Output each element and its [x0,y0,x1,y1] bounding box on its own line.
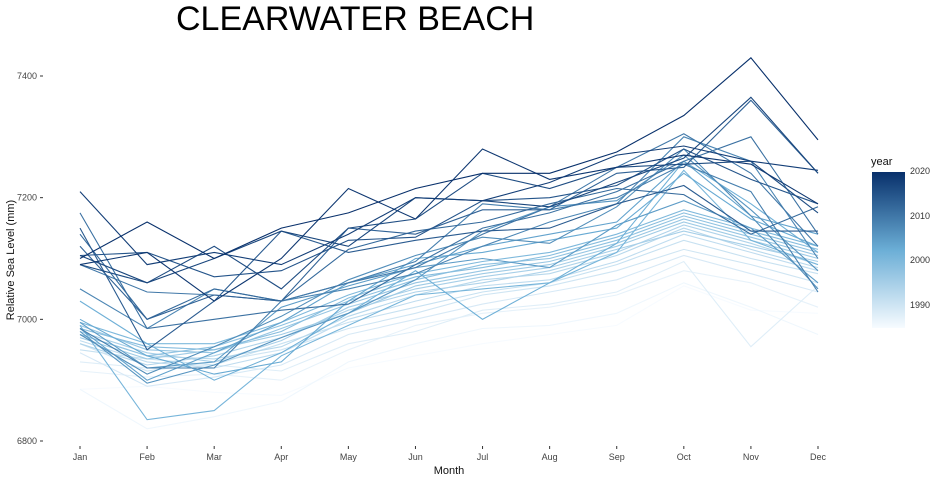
legend-tick-label: 2000 [910,255,931,266]
series-line-1999 [79,212,819,351]
legend-title: year [871,156,893,168]
series-line-2015 [79,148,819,278]
series-line-2009 [79,163,819,369]
chart-title: CLEARWATER BEACH [176,0,535,38]
series-line-2020 [79,57,819,260]
series-line-2014 [79,184,818,351]
legend-tick-label: 2020 [910,166,931,176]
series-line-1985 [79,285,819,396]
series-line-2005 [79,200,819,369]
series-line-2019 [79,148,819,302]
series-line-1992 [79,233,819,369]
series-line-1991 [79,239,819,366]
y-tick-label: 7000 [17,314,37,324]
series-line-1997 [79,218,819,354]
series-line-2000 [79,209,819,345]
x-tick-label: Mar [206,452,222,462]
x-tick-label: Sep [609,452,625,462]
y-axis-label: Relative Sea Level (mm) [5,200,17,320]
legend-tick-label: 2010 [910,210,931,221]
y-tick-label: 7200 [17,193,37,203]
x-tick-label: Dec [810,452,827,462]
series-line-2012 [79,187,819,320]
series-line-2010 [79,133,819,302]
x-tick-label: Oct [677,452,692,462]
y-tick-label: 6800 [17,436,37,446]
series-line-1988 [79,260,819,372]
legend-tick-label: 1990 [910,299,931,310]
x-tick-label: Nov [743,452,760,462]
legend-colorbar [872,172,905,328]
series-line-1986 [79,282,819,430]
x-tick-label: Jul [477,452,489,462]
x-axis-label: Month [434,465,465,477]
x-tick-label: May [340,452,358,462]
x-tick-label: Jan [73,452,88,462]
y-tick-label: 7400 [17,71,37,81]
series-line-1995 [79,230,819,363]
y-axis: 6800 7000 7200 7400 [17,71,43,446]
series-lines [79,57,819,430]
x-axis: Jan Feb Mar Apr May Jun Jul Aug Sep Oct Nov Dec [73,446,827,462]
series-line-2001 [79,169,819,421]
x-tick-label: Jun [408,452,423,462]
series-line-1989 [79,254,819,387]
x-tick-label: Aug [542,452,558,462]
x-tick-label: Feb [139,452,155,462]
series-line-2018 [79,145,819,266]
x-tick-label: Apr [274,452,288,462]
series-line-1996 [79,221,819,360]
